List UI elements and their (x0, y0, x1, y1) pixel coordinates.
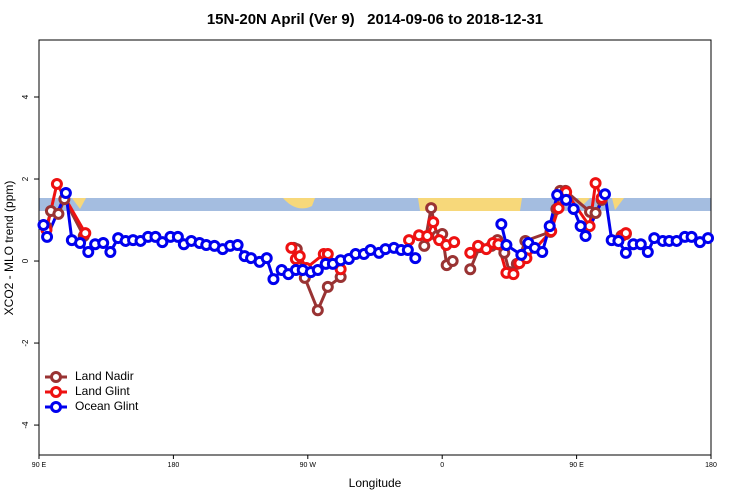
data-point (507, 268, 520, 281)
data-point (446, 255, 459, 268)
y-tick-label: 0 (21, 258, 30, 263)
data-point (82, 246, 95, 259)
legend-marker (50, 371, 62, 383)
data-point (321, 248, 334, 261)
land-band (72, 198, 624, 211)
data-point (409, 252, 422, 265)
data-point (448, 236, 461, 249)
ocean-band (39, 198, 711, 211)
data-point (37, 218, 50, 231)
data-point (543, 220, 556, 233)
y-tick-label: 2 (21, 176, 30, 181)
data-point (589, 207, 602, 220)
x-tick-label: 180 (705, 462, 717, 469)
data-point (403, 234, 416, 247)
data-point (515, 248, 528, 261)
data-point (619, 227, 632, 240)
y-tick-label: 4 (21, 94, 30, 99)
data-point (267, 273, 280, 286)
data-point (97, 236, 110, 249)
data-point (50, 177, 63, 190)
data-point (104, 246, 117, 259)
data-point (589, 177, 602, 190)
x-tick-label: 90 W (300, 462, 317, 469)
plot-frame (38, 39, 712, 456)
data-point (401, 243, 414, 256)
data-point (59, 186, 72, 199)
data-point (171, 230, 184, 243)
legend-label: Land Glint (75, 384, 130, 398)
data-point (552, 202, 565, 215)
legend-label: Land Nadir (75, 369, 134, 383)
data-point (464, 246, 477, 259)
data-point (421, 230, 434, 243)
data-point (427, 216, 440, 229)
data-point (641, 246, 654, 259)
data-point (260, 252, 273, 265)
y-tick-label: -4 (21, 421, 30, 429)
x-tick-label: 0 (440, 462, 444, 469)
data-point (311, 264, 324, 277)
surface-band (39, 198, 711, 211)
data-point (551, 189, 564, 202)
data-point (285, 241, 298, 254)
x-axis-label: Longitude (349, 476, 402, 490)
data-point (560, 193, 573, 206)
x-tick-label: 180 (168, 462, 180, 469)
legend-marker (50, 401, 62, 413)
data-point (598, 188, 611, 201)
legend-label: Ocean Glint (75, 399, 139, 413)
chart-title: 15N-20N April (Ver 9) 2014-09-06 to 2018… (207, 11, 543, 28)
data-point (311, 304, 324, 317)
data-point (52, 207, 65, 220)
data-point (156, 236, 169, 249)
data-point (79, 227, 92, 240)
data-point (464, 263, 477, 276)
data-point (74, 236, 87, 249)
data-point (685, 230, 698, 243)
x-tick-label: 90 E (32, 462, 47, 469)
data-point (418, 239, 431, 252)
y-axis-label: XCO2 - MLO trend (ppm) (2, 181, 16, 316)
data-point (293, 250, 306, 263)
legend-marker (50, 386, 62, 398)
data-point (41, 230, 54, 243)
data-point (425, 202, 438, 215)
data-point (634, 238, 647, 251)
data-point (619, 246, 632, 259)
data-point (612, 234, 625, 247)
data-point (702, 232, 715, 245)
data-point (321, 280, 334, 293)
data-point (495, 218, 508, 231)
y-tick-label: -2 (21, 339, 30, 347)
data-point (579, 230, 592, 243)
data-point (567, 202, 580, 215)
data-point (574, 220, 587, 233)
data-point (231, 239, 244, 252)
data-point (500, 239, 513, 252)
data-point (536, 246, 549, 259)
x-tick-label: 90 E (569, 462, 584, 469)
